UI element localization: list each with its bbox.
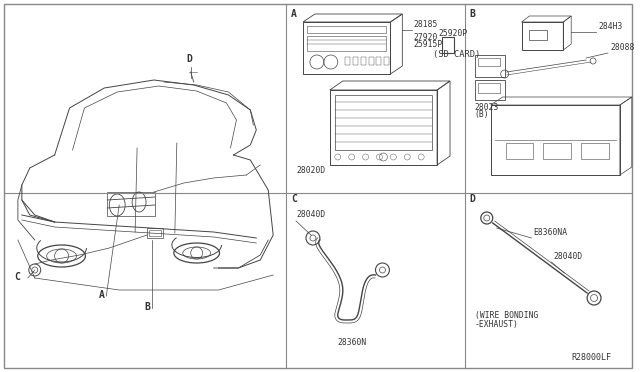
Bar [303, 22, 390, 74]
Text: 28040D: 28040D [554, 252, 582, 261]
Text: C: C [291, 194, 297, 204]
Text: 28040D: 28040D [296, 210, 325, 219]
Text: B: B [469, 9, 475, 19]
Text: (WIRE BONDING: (WIRE BONDING [475, 311, 538, 320]
Text: 28023: 28023 [475, 103, 499, 112]
Text: 28088: 28088 [610, 43, 634, 52]
Bar [376, 57, 381, 65]
Bar [345, 57, 349, 65]
Text: 27920: 27920 [413, 33, 438, 42]
Text: R28000LF: R28000LF [572, 353, 611, 362]
Bar [506, 143, 534, 159]
Text: (SD CARD): (SD CARD) [433, 50, 481, 59]
Bar [478, 58, 500, 66]
Bar [442, 37, 454, 53]
Bar [491, 105, 620, 175]
Bar [330, 90, 437, 165]
Bar [353, 57, 358, 65]
Bar [147, 228, 163, 238]
Bar [529, 30, 547, 40]
Text: E8360NA: E8360NA [534, 228, 568, 237]
Text: 25915P: 25915P [413, 40, 442, 49]
Text: 25920P: 25920P [438, 29, 467, 38]
Bar [307, 26, 387, 33]
Text: D: D [187, 54, 193, 64]
Bar [522, 22, 563, 50]
Text: A: A [291, 9, 297, 19]
Text: (B): (B) [475, 110, 490, 119]
Bar [385, 57, 389, 65]
Bar [307, 36, 387, 51]
Bar [475, 80, 505, 100]
Text: 28360N: 28360N [338, 338, 367, 347]
Bar [335, 95, 432, 150]
Text: A: A [99, 290, 105, 300]
Bar [108, 192, 155, 216]
Bar [543, 143, 572, 159]
Bar [360, 57, 365, 65]
Text: 28020D: 28020D [296, 166, 325, 175]
Text: 28185: 28185 [413, 20, 438, 29]
Text: -EXHAUST): -EXHAUST) [475, 320, 518, 329]
Text: B: B [144, 302, 150, 312]
Text: C: C [14, 272, 20, 282]
Bar [475, 55, 505, 77]
Bar [149, 230, 161, 236]
Bar [478, 83, 500, 93]
Bar [369, 57, 374, 65]
Text: D: D [469, 194, 475, 204]
Bar [581, 143, 609, 159]
Text: 284H3: 284H3 [598, 22, 623, 31]
